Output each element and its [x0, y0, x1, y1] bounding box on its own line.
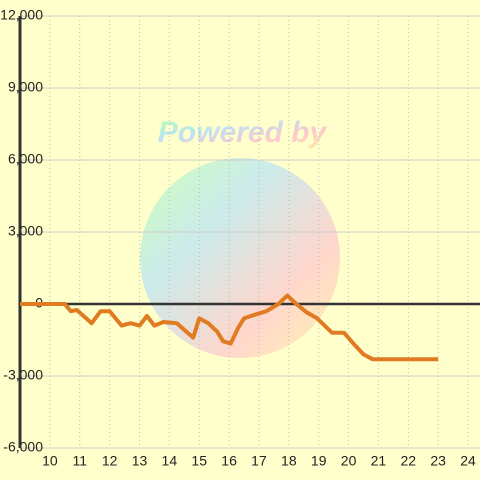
x-tick-label: 10 — [42, 453, 58, 469]
watermark-circle — [140, 158, 340, 358]
y-tick-label: -6,000 — [3, 439, 43, 455]
x-tick-label: 13 — [132, 453, 148, 469]
x-tick-label: 15 — [191, 453, 207, 469]
y-tick-label: -3,000 — [3, 367, 43, 383]
x-tick-label: 14 — [162, 453, 178, 469]
x-tick-label: 12 — [102, 453, 118, 469]
x-tick-label: 18 — [281, 453, 297, 469]
x-tick-label: 21 — [371, 453, 387, 469]
x-tick-label: 22 — [401, 453, 417, 469]
x-tick-label: 16 — [221, 453, 237, 469]
y-tick-label: 12,000 — [0, 7, 43, 23]
y-tick-label: 3,000 — [8, 223, 43, 239]
x-tick-label: 23 — [430, 453, 446, 469]
watermark-text: Powered by — [158, 116, 328, 149]
x-tick-label: 17 — [251, 453, 267, 469]
y-tick-label: 6,000 — [8, 151, 43, 167]
x-tick-label: 11 — [72, 453, 87, 469]
line — [20, 293, 439, 362]
x-tick-label: 20 — [341, 453, 357, 469]
x-tick-label: 19 — [311, 453, 327, 469]
y-tick-label: 9,000 — [8, 79, 43, 95]
x-tick-label: 24 — [460, 453, 476, 469]
